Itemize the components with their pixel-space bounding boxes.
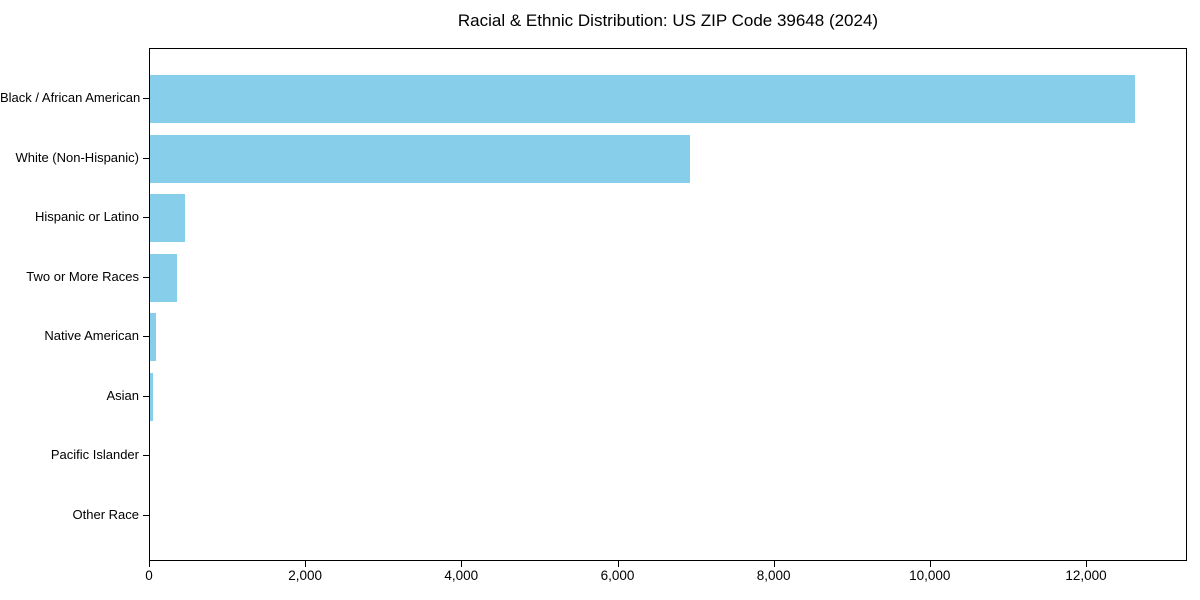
x-tick-mark — [461, 561, 463, 567]
bar-two-or-more-races — [150, 253, 177, 302]
y-tick-mark — [143, 514, 149, 516]
x-tick-mark — [305, 561, 307, 567]
x-tick-label: 2,000 — [288, 568, 323, 583]
x-tick-mark — [1086, 561, 1087, 567]
x-tick-label: 6,000 — [600, 568, 635, 583]
x-tick-mark — [149, 561, 150, 567]
y-tick-label: Asian — [106, 387, 139, 403]
plot-area — [149, 48, 1187, 561]
bar-black-african-american — [150, 75, 1136, 123]
y-tick-label: Hispanic or Latino — [34, 209, 139, 224]
y-tick-mark — [143, 217, 149, 218]
bar-hispanic-or-latino — [150, 194, 186, 242]
x-tick-mark — [773, 561, 775, 567]
y-tick-label: White (Non-Hispanic) — [15, 149, 139, 165]
y-tick-mark — [143, 455, 149, 456]
y-tick-mark — [143, 98, 149, 99]
y-tick-mark — [143, 157, 149, 159]
chart-title: Racial & Ethnic Distribution: US ZIP Cod… — [457, 11, 879, 30]
bar-native-american — [150, 313, 157, 361]
y-tick-label: Native American — [44, 328, 139, 343]
x-tick-label: 4,000 — [444, 568, 479, 583]
x-tick-mark — [617, 561, 619, 567]
x-tick-label: 0 — [145, 568, 153, 583]
bar-asian — [150, 372, 154, 421]
x-tick-label: 12,000 — [1065, 568, 1107, 583]
y-tick-label: Black / African American — [0, 90, 141, 105]
x-tick-mark — [929, 561, 931, 567]
x-tick-label: 10,000 — [909, 568, 951, 583]
y-tick-mark — [143, 276, 149, 278]
x-tick-label: 8,000 — [756, 568, 791, 583]
y-tick-mark — [143, 336, 149, 337]
y-tick-label: Other Race — [72, 506, 139, 522]
y-tick-label: Two or More Races — [26, 268, 139, 284]
y-tick-mark — [143, 395, 149, 397]
y-tick-label: Pacific Islander — [50, 447, 139, 462]
bar-white-non-hispanic — [150, 134, 690, 183]
